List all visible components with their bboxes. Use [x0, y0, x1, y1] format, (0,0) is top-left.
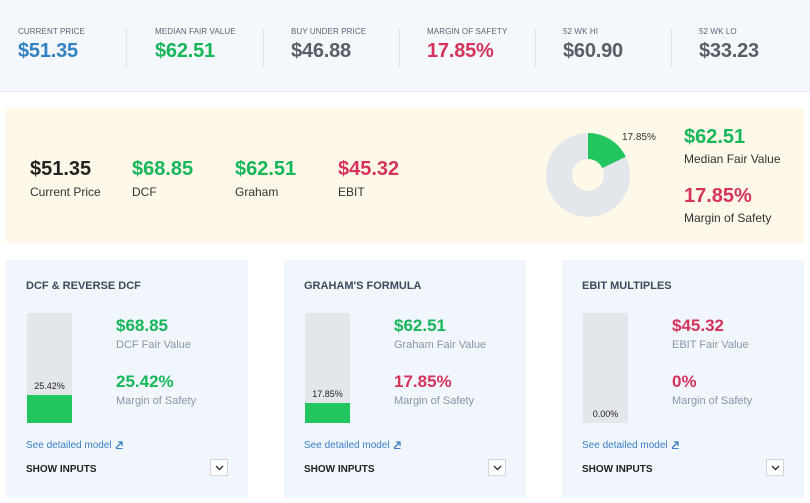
- margin-amount: 25.42%: [116, 372, 174, 391]
- stats-bar: CURRENT PRICE $51.35 MEDIAN FAIR VALUE $…: [0, 0, 810, 92]
- show-inputs-toggle[interactable]: [488, 459, 506, 476]
- divider: [399, 28, 400, 68]
- median-fair-value-amount: $62.51: [684, 126, 746, 148]
- stat-label: 52 WK LO: [699, 27, 737, 36]
- dcf-card: DCF & REVERSE DCF 25.42% $68.85 DCF Fair…: [6, 260, 248, 498]
- chevron-down-icon: [493, 465, 501, 470]
- margin-of-safety-label: Margin of Safety: [684, 211, 772, 225]
- external-link-icon: [393, 441, 401, 449]
- summary-current-price: $51.35 Current Price: [30, 158, 101, 199]
- fair-value-amount: $62.51: [394, 316, 446, 335]
- margin-label: Margin of Safety: [116, 395, 197, 407]
- margin-bar-label: 0.00%: [592, 409, 619, 419]
- card-title: EBIT MULTIPLES: [582, 280, 672, 292]
- link-text: See detailed model: [582, 440, 668, 451]
- margin-bar-label: 17.85%: [312, 389, 343, 400]
- margin-bar-fill: [27, 395, 72, 423]
- fair-value-label: Graham Fair Value: [394, 339, 487, 351]
- summary-value: $68.85: [132, 158, 194, 180]
- see-detailed-model-link[interactable]: See detailed model: [26, 440, 123, 451]
- margin-label: Margin of Safety: [672, 395, 753, 407]
- summary-dcf: $68.85 DCF: [132, 158, 193, 199]
- stat-label: BUY UNDER PRICE: [291, 27, 367, 36]
- divider: [263, 28, 264, 68]
- stat-median-fair-value: MEDIAN FAIR VALUE $62.51: [155, 27, 236, 63]
- see-detailed-model-link[interactable]: See detailed model: [582, 440, 679, 451]
- margin-bar: 25.42%: [27, 313, 72, 423]
- median-fair-value-label: Median Fair Value: [684, 152, 781, 166]
- margin-donut-chart: [546, 133, 630, 217]
- fair-value: $62.51 Graham Fair Value: [394, 316, 486, 351]
- link-text: See detailed model: [304, 440, 390, 451]
- show-inputs-label: SHOW INPUTS: [304, 464, 375, 475]
- stat-buy-under-price: BUY UNDER PRICE $46.88: [291, 27, 366, 63]
- stat-value: $62.51: [155, 40, 215, 62]
- chevron-down-icon: [771, 465, 779, 470]
- fair-value-amount: $68.85: [116, 316, 168, 335]
- margin-amount: 17.85%: [394, 372, 452, 391]
- external-link-icon: [115, 441, 123, 449]
- summary-value: $45.32: [338, 158, 400, 180]
- margin-amount: 0%: [672, 372, 697, 391]
- summary-value: $62.51: [235, 158, 297, 180]
- margin-bar-fill: [305, 403, 350, 423]
- external-link-icon: [671, 441, 679, 449]
- summary-label: EBIT: [338, 185, 365, 199]
- card-margin: 0% Margin of Safety: [672, 372, 752, 407]
- summary-label: Graham: [235, 185, 279, 199]
- show-inputs-label: SHOW INPUTS: [582, 464, 653, 475]
- see-detailed-model-link[interactable]: See detailed model: [304, 440, 401, 451]
- fair-value-label: DCF Fair Value: [116, 339, 191, 351]
- fair-value-amount: $45.32: [672, 316, 724, 335]
- median-fair-value: $62.51 Median Fair Value: [684, 126, 781, 166]
- margin-of-safety: 17.85% Margin of Safety: [684, 185, 771, 225]
- graham-card: GRAHAM'S FORMULA 17.85% $62.51 Graham Fa…: [284, 260, 526, 498]
- ebit-card: EBIT MULTIPLES 0.00% $45.32 EBIT Fair Va…: [562, 260, 804, 498]
- stat-value: $60.90: [563, 40, 623, 62]
- donut-label: 17.85%: [622, 132, 656, 143]
- show-inputs-toggle[interactable]: [766, 459, 784, 476]
- card-title: DCF & REVERSE DCF: [26, 280, 141, 292]
- stat-margin-of-safety: MARGIN OF SAFETY 17.85%: [427, 27, 507, 63]
- stat-52wk-hi: 52 WK HI $60.90: [563, 27, 623, 63]
- stat-52wk-lo: 52 WK LO $33.23: [699, 27, 759, 63]
- stat-label: CURRENT PRICE: [18, 27, 85, 36]
- stat-value: 17.85%: [427, 40, 494, 62]
- card-title: GRAHAM'S FORMULA: [304, 280, 422, 292]
- stat-current-price: CURRENT PRICE $51.35: [18, 27, 85, 63]
- margin-label: Margin of Safety: [394, 395, 475, 407]
- divider: [535, 28, 536, 68]
- chevron-down-icon: [215, 465, 223, 470]
- show-inputs-label: SHOW INPUTS: [26, 464, 97, 475]
- stat-value: $51.35: [18, 40, 78, 62]
- stat-label: MARGIN OF SAFETY: [427, 27, 508, 36]
- fair-value: $45.32 EBIT Fair Value: [672, 316, 749, 351]
- divider: [126, 28, 127, 68]
- margin-bar: 0.00%: [583, 313, 628, 423]
- summary-value: $51.35: [30, 158, 92, 180]
- card-margin: 17.85% Margin of Safety: [394, 372, 474, 407]
- stat-label: 52 WK HI: [563, 27, 599, 36]
- stat-value: $33.23: [699, 40, 759, 62]
- fair-value: $68.85 DCF Fair Value: [116, 316, 191, 351]
- summary-graham: $62.51 Graham: [235, 158, 296, 199]
- divider: [671, 28, 672, 68]
- stat-label: MEDIAN FAIR VALUE: [155, 27, 236, 36]
- summary-ebit: $45.32 EBIT: [338, 158, 399, 199]
- margin-of-safety-amount: 17.85%: [684, 185, 752, 207]
- summary-label: DCF: [132, 185, 157, 199]
- fair-value-label: EBIT Fair Value: [672, 339, 749, 351]
- donut-segment: [588, 133, 626, 169]
- summary-label: Current Price: [30, 185, 101, 199]
- valuation-summary: $51.35 Current Price $68.85 DCF $62.51 G…: [6, 108, 804, 243]
- stat-value: $46.88: [291, 40, 351, 62]
- show-inputs-toggle[interactable]: [210, 459, 228, 476]
- margin-bar: 17.85%: [305, 313, 350, 423]
- margin-bar-label: 25.42%: [34, 381, 65, 392]
- link-text: See detailed model: [26, 440, 112, 451]
- card-margin: 25.42% Margin of Safety: [116, 372, 196, 407]
